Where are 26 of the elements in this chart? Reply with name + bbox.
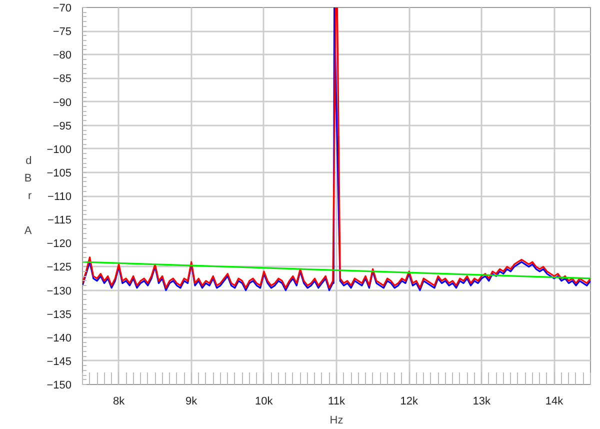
y-tick-label: −70 [52, 2, 72, 14]
x-tick-label: 10k [255, 396, 274, 408]
y-tick-label: −95 [52, 120, 72, 132]
x-tick-label: 12k [400, 396, 418, 408]
x-tick-label: 13k [472, 396, 492, 408]
x-tick-label: 14k [545, 396, 564, 408]
y-tick-label: −140 [46, 332, 72, 344]
y-tick-label: −105 [46, 167, 72, 180]
y-tick-label: −115 [48, 214, 72, 227]
y-tick-label: −135 [46, 308, 72, 321]
y-tick-label: −75 [52, 26, 72, 38]
x-tick-label: 9k [186, 396, 198, 408]
y-tick-label: −145 [46, 356, 72, 368]
y-tick-label: −80 [52, 50, 72, 62]
x-tick-label: 8k [112, 396, 126, 408]
text: dBr A [24, 155, 32, 237]
x-tick-label: 11k [328, 396, 346, 408]
y-tick-label: −85 [52, 73, 72, 86]
y-tick-label: −110 [48, 191, 72, 203]
y-tick-label: −125 [46, 262, 72, 274]
x-axis-title: Hz [330, 414, 344, 426]
y-tick-label: −130 [46, 285, 72, 298]
y-tick-label: −100 [46, 144, 72, 156]
y-tick-label: −150 [46, 380, 72, 392]
y-tick-label: −120 [46, 238, 72, 250]
y-tick-label: −90 [52, 96, 72, 109]
